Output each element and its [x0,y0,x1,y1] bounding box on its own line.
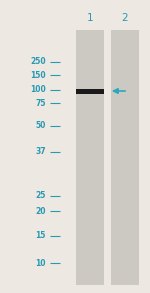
Bar [76,88,104,93]
Text: 50: 50 [36,122,46,130]
Bar [76,30,104,285]
Text: 150: 150 [30,71,46,79]
Text: 37: 37 [35,147,46,156]
Text: 250: 250 [30,57,46,67]
Text: 20: 20 [36,207,46,215]
Text: 10: 10 [36,258,46,268]
Text: 2: 2 [122,13,128,23]
Text: 25: 25 [36,192,46,200]
Text: 15: 15 [36,231,46,241]
Text: 1: 1 [87,13,93,23]
Bar [111,30,139,285]
Text: 75: 75 [36,98,46,108]
Text: 100: 100 [30,86,46,95]
